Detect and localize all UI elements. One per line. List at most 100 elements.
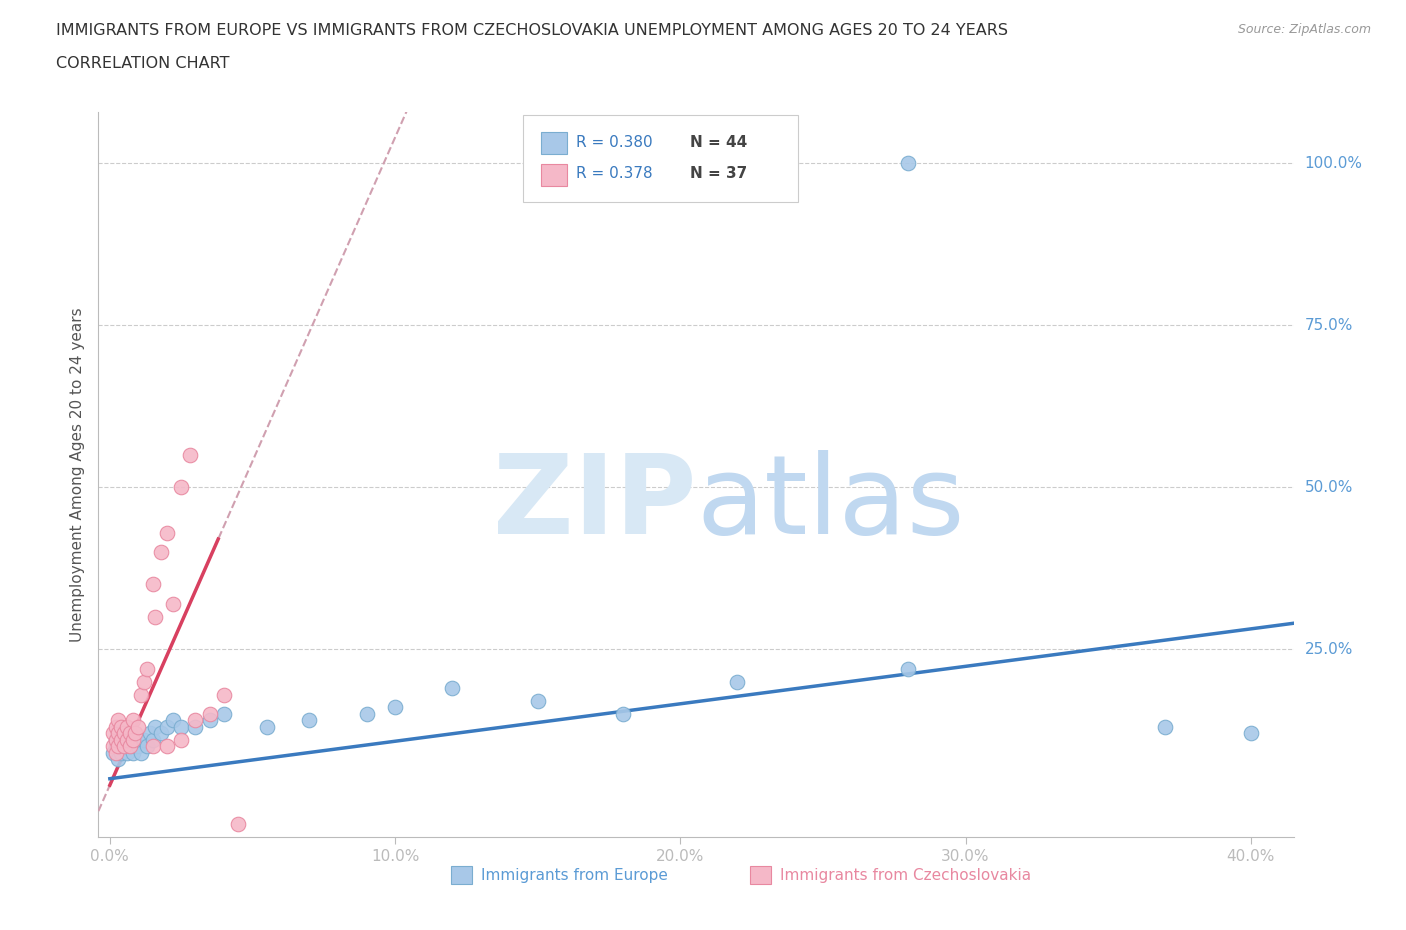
Point <box>101 726 124 741</box>
Point <box>156 720 179 735</box>
Point <box>127 733 149 748</box>
Point <box>112 738 135 753</box>
Point <box>104 733 127 748</box>
Point <box>142 738 165 753</box>
Point <box>298 713 321 728</box>
Point <box>142 577 165 591</box>
Point <box>104 745 127 760</box>
Bar <box>451 866 472 884</box>
Text: CORRELATION CHART: CORRELATION CHART <box>56 56 229 71</box>
Point <box>110 720 132 735</box>
Point <box>184 713 207 728</box>
Point <box>139 726 162 741</box>
Point <box>107 738 129 753</box>
Text: 100.0%: 100.0% <box>1305 156 1362 171</box>
Point <box>897 156 920 171</box>
Point <box>115 733 138 748</box>
Point <box>124 726 146 741</box>
Point <box>142 733 165 748</box>
Point <box>145 720 167 735</box>
Point <box>121 745 143 760</box>
Bar <box>541 164 567 186</box>
Text: Immigrants from Czechoslovakia: Immigrants from Czechoslovakia <box>779 868 1031 883</box>
Point <box>112 726 135 741</box>
Point <box>198 707 221 722</box>
Point <box>1154 720 1177 735</box>
Point <box>384 700 406 715</box>
Point <box>101 738 124 753</box>
Point <box>132 674 155 689</box>
Point <box>184 720 207 735</box>
Text: 25.0%: 25.0% <box>1305 642 1353 657</box>
Point <box>129 687 152 702</box>
Point <box>156 525 179 540</box>
Point <box>121 733 143 748</box>
Point <box>135 661 157 676</box>
Point <box>156 738 179 753</box>
Point <box>170 480 193 495</box>
Text: N = 37: N = 37 <box>690 166 747 181</box>
Text: atlas: atlas <box>696 450 965 557</box>
Point <box>198 713 221 728</box>
Point <box>162 596 184 611</box>
Point <box>118 738 141 753</box>
Point <box>101 745 124 760</box>
Point <box>212 707 235 722</box>
Y-axis label: Unemployment Among Ages 20 to 24 years: Unemployment Among Ages 20 to 24 years <box>70 307 86 642</box>
Point <box>162 713 184 728</box>
Point <box>725 674 748 689</box>
Text: 75.0%: 75.0% <box>1305 318 1353 333</box>
Point <box>135 738 157 753</box>
Point <box>104 733 127 748</box>
Point <box>1240 726 1263 741</box>
Point <box>179 447 201 462</box>
FancyBboxPatch shape <box>523 115 797 203</box>
Text: N = 44: N = 44 <box>690 135 747 150</box>
Point <box>150 726 173 741</box>
Point <box>256 720 278 735</box>
Text: ZIP: ZIP <box>492 450 696 557</box>
Point <box>121 733 143 748</box>
Point <box>526 694 548 709</box>
Point <box>115 733 138 748</box>
Point <box>170 733 193 748</box>
Point <box>112 738 135 753</box>
Text: 50.0%: 50.0% <box>1305 480 1353 495</box>
Text: R = 0.380: R = 0.380 <box>576 135 652 150</box>
Point <box>127 720 149 735</box>
Point <box>145 609 167 624</box>
Point <box>112 726 135 741</box>
Point <box>115 745 138 760</box>
Point <box>212 687 235 702</box>
Point <box>121 713 143 728</box>
Point <box>107 751 129 766</box>
Point <box>132 733 155 748</box>
Point <box>897 661 920 676</box>
Point <box>107 726 129 741</box>
Point <box>110 733 132 748</box>
Point <box>110 733 132 748</box>
Point <box>127 738 149 753</box>
Point <box>124 738 146 753</box>
Point <box>107 713 129 728</box>
Text: Immigrants from Europe: Immigrants from Europe <box>481 868 668 883</box>
Text: Source: ZipAtlas.com: Source: ZipAtlas.com <box>1237 23 1371 36</box>
Point <box>441 681 464 696</box>
Point <box>107 726 129 741</box>
Point <box>104 720 127 735</box>
Point <box>612 707 634 722</box>
Point <box>107 738 129 753</box>
Point <box>118 738 141 753</box>
Point <box>150 545 173 560</box>
Text: IMMIGRANTS FROM EUROPE VS IMMIGRANTS FROM CZECHOSLOVAKIA UNEMPLOYMENT AMONG AGES: IMMIGRANTS FROM EUROPE VS IMMIGRANTS FRO… <box>56 23 1008 38</box>
Bar <box>541 132 567 153</box>
Point <box>110 745 132 760</box>
Point <box>118 726 141 741</box>
Point <box>170 720 193 735</box>
Point <box>118 726 141 741</box>
Text: R = 0.378: R = 0.378 <box>576 166 652 181</box>
Point <box>124 726 146 741</box>
Point <box>129 745 152 760</box>
Point <box>104 738 127 753</box>
Point <box>115 720 138 735</box>
